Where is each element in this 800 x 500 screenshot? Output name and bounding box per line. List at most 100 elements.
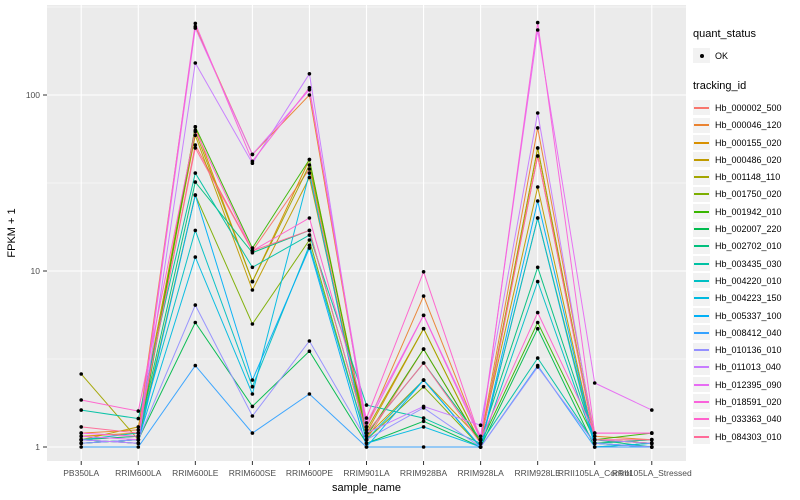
data-point (307, 216, 312, 220)
data-point (535, 356, 540, 360)
legend-label: Hb_008412_040 (715, 327, 782, 338)
line-swatch-icon (693, 290, 710, 306)
data-point (136, 425, 141, 429)
line-swatch-icon (693, 204, 710, 220)
legend-panel: quant_status OK tracking_id Hb_000002_50… (693, 28, 799, 445)
data-point (535, 310, 540, 315)
legend-label: Hb_001750_020 (715, 189, 782, 200)
legend-label: Hb_000155_020 (715, 137, 782, 148)
legend-item-Hb_018591_020: Hb_018591_020 (693, 393, 799, 410)
data-point (193, 171, 198, 175)
legend-item-Hb_000155_020: Hb_000155_020 (693, 134, 799, 151)
legend-item-Hb_001942_010: Hb_001942_010 (693, 203, 799, 220)
line-swatch-icon (693, 238, 710, 254)
data-point (364, 416, 369, 420)
line-swatch-icon (693, 169, 710, 185)
data-point (250, 392, 255, 396)
line-swatch-icon (693, 221, 710, 237)
line-swatch-icon (693, 411, 710, 427)
data-point (193, 146, 198, 150)
line-swatch-icon (693, 394, 710, 410)
data-point (364, 431, 369, 435)
data-point (307, 246, 312, 250)
y-tick-label: 100 (26, 90, 40, 100)
x-tick-label: RRIM600LE (172, 468, 219, 478)
data-point (592, 381, 597, 385)
data-point (250, 431, 255, 435)
data-point (535, 365, 540, 369)
data-point (650, 437, 654, 442)
data-point (535, 279, 540, 284)
data-point (193, 180, 198, 184)
legend-item-Hb_002007_220: Hb_002007_220 (693, 220, 799, 237)
x-tick-label: RRIM928LE (515, 468, 562, 478)
data-point (307, 349, 312, 354)
y-tick-label: 1 (35, 442, 40, 452)
data-point (307, 72, 312, 76)
data-point (421, 347, 426, 351)
data-point (307, 85, 312, 90)
legend-label-ok: OK (715, 50, 729, 61)
data-point (250, 279, 255, 284)
data-point (136, 441, 141, 446)
data-point (136, 409, 141, 413)
data-point (421, 404, 426, 409)
data-point (650, 441, 654, 446)
line-swatch-icon (693, 359, 710, 375)
x-tick-label: RRII105LA_Control (558, 468, 632, 478)
legend-item-Hb_000486_020: Hb_000486_020 (693, 151, 799, 168)
data-point (421, 445, 426, 449)
data-point (136, 416, 141, 421)
data-point (307, 243, 312, 248)
legend-item-Hb_011013_040: Hb_011013_040 (693, 359, 799, 376)
x-tick-label: RRIM600PE (286, 468, 334, 478)
data-point (250, 249, 255, 253)
data-point (592, 431, 597, 435)
legend-item-Hb_004220_010: Hb_004220_010 (693, 272, 799, 289)
data-point (193, 128, 198, 133)
line-swatch-icon (693, 429, 710, 445)
line-swatch-icon (693, 135, 710, 151)
legend-item-Hb_005337_100: Hb_005337_100 (693, 307, 799, 324)
data-point (650, 445, 654, 449)
legend-item-Hb_010136_010: Hb_010136_010 (693, 341, 799, 358)
legend-label: Hb_004223_150 (715, 293, 782, 304)
legend-label: Hb_033363_040 (715, 414, 782, 425)
legend-title-tracking-id: tracking_id (693, 80, 747, 93)
legend-label: Hb_000046_120 (715, 120, 782, 131)
data-point (79, 372, 83, 376)
data-point (421, 326, 426, 331)
data-point (79, 408, 83, 412)
data-point (79, 425, 83, 429)
data-point (250, 246, 255, 250)
legend-label: Hb_002702_010 (715, 241, 782, 252)
y-tick-label: 10 (31, 266, 41, 276)
data-point (193, 255, 198, 259)
data-point (193, 193, 198, 197)
data-point (250, 159, 255, 164)
data-point (364, 421, 369, 425)
data-point (535, 185, 540, 189)
data-point (650, 408, 654, 412)
line-swatch-icon (693, 308, 710, 323)
data-point (535, 146, 540, 150)
x-tick-label: RRIM600LA (115, 468, 162, 478)
legend-label: Hb_001148_110 (715, 172, 781, 183)
legend-label: Hb_084303_010 (715, 431, 782, 442)
data-point (478, 434, 483, 439)
data-point (193, 143, 198, 147)
data-point (193, 363, 198, 368)
data-point (136, 431, 141, 435)
data-point (592, 445, 597, 449)
data-point (421, 416, 426, 420)
data-point (535, 111, 540, 115)
legend-label: Hb_003435_030 (715, 258, 782, 269)
legend-label: Hb_000002_500 (715, 102, 782, 113)
data-point (193, 133, 198, 138)
line-swatch-icon (693, 117, 710, 133)
data-point (421, 384, 426, 389)
data-point (592, 441, 597, 446)
line-swatch-icon (693, 256, 710, 272)
